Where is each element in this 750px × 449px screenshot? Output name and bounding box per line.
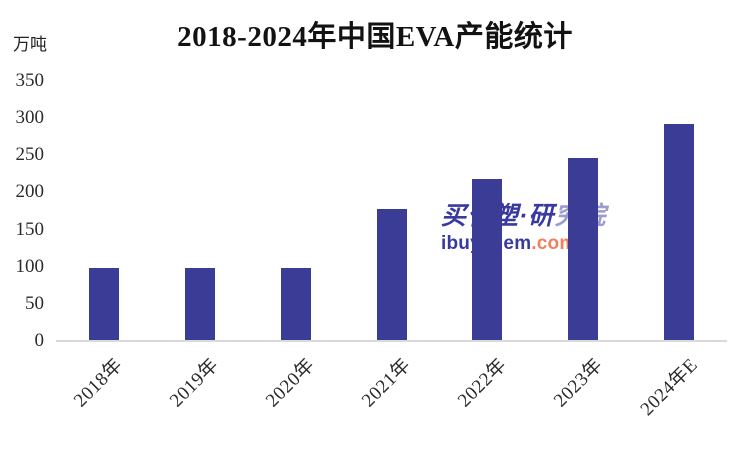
watermark-domain-tld: .com [531,233,577,254]
bar-2018年 [88,268,119,340]
bar-2024年E [664,123,695,340]
x-tick-label-2021年: 2021年 [357,354,415,412]
bar-2023年 [568,157,599,340]
x-tick-label-2022年: 2022年 [453,354,511,412]
y-tick-label-50: 50 [25,292,44,314]
x-tick-label-2019年: 2019年 [166,354,224,412]
chart-title: 2018-2024年中国EVA产能统计 [177,21,573,53]
y-tick-label-300: 300 [15,107,45,129]
x-tick-label-2024年E: 2024年E [636,354,703,421]
bar-slot-2023年 [535,81,631,340]
bar-slot-2024年E [631,81,727,340]
bar-2019年 [184,268,215,340]
bar-slot-2019年 [152,81,248,340]
x-tick-label-2023年: 2023年 [549,354,607,412]
y-tick-label-250: 250 [15,144,45,166]
x-tick-label-2018年: 2018年 [70,354,128,412]
bar-2021年 [376,209,407,340]
bar-slot-2022年 [439,81,535,340]
y-tick-label-100: 100 [15,255,45,277]
plot-area [56,81,727,340]
bar-slot-2021年 [344,81,440,340]
y-tick-label-200: 200 [15,181,45,203]
x-axis-line [56,340,727,342]
y-tick-label-350: 350 [15,70,45,91]
bar-slot-2020年 [248,81,344,340]
bar-2022年 [472,179,503,340]
y-tick-label-0: 0 [34,330,45,351]
bar-slot-2018年 [56,81,152,340]
x-tick-label-2020年: 2020年 [262,354,320,412]
y-tick-label-150: 150 [15,218,45,240]
y-axis-unit-label: 万吨 [13,35,47,54]
bar-2020年 [280,268,311,340]
